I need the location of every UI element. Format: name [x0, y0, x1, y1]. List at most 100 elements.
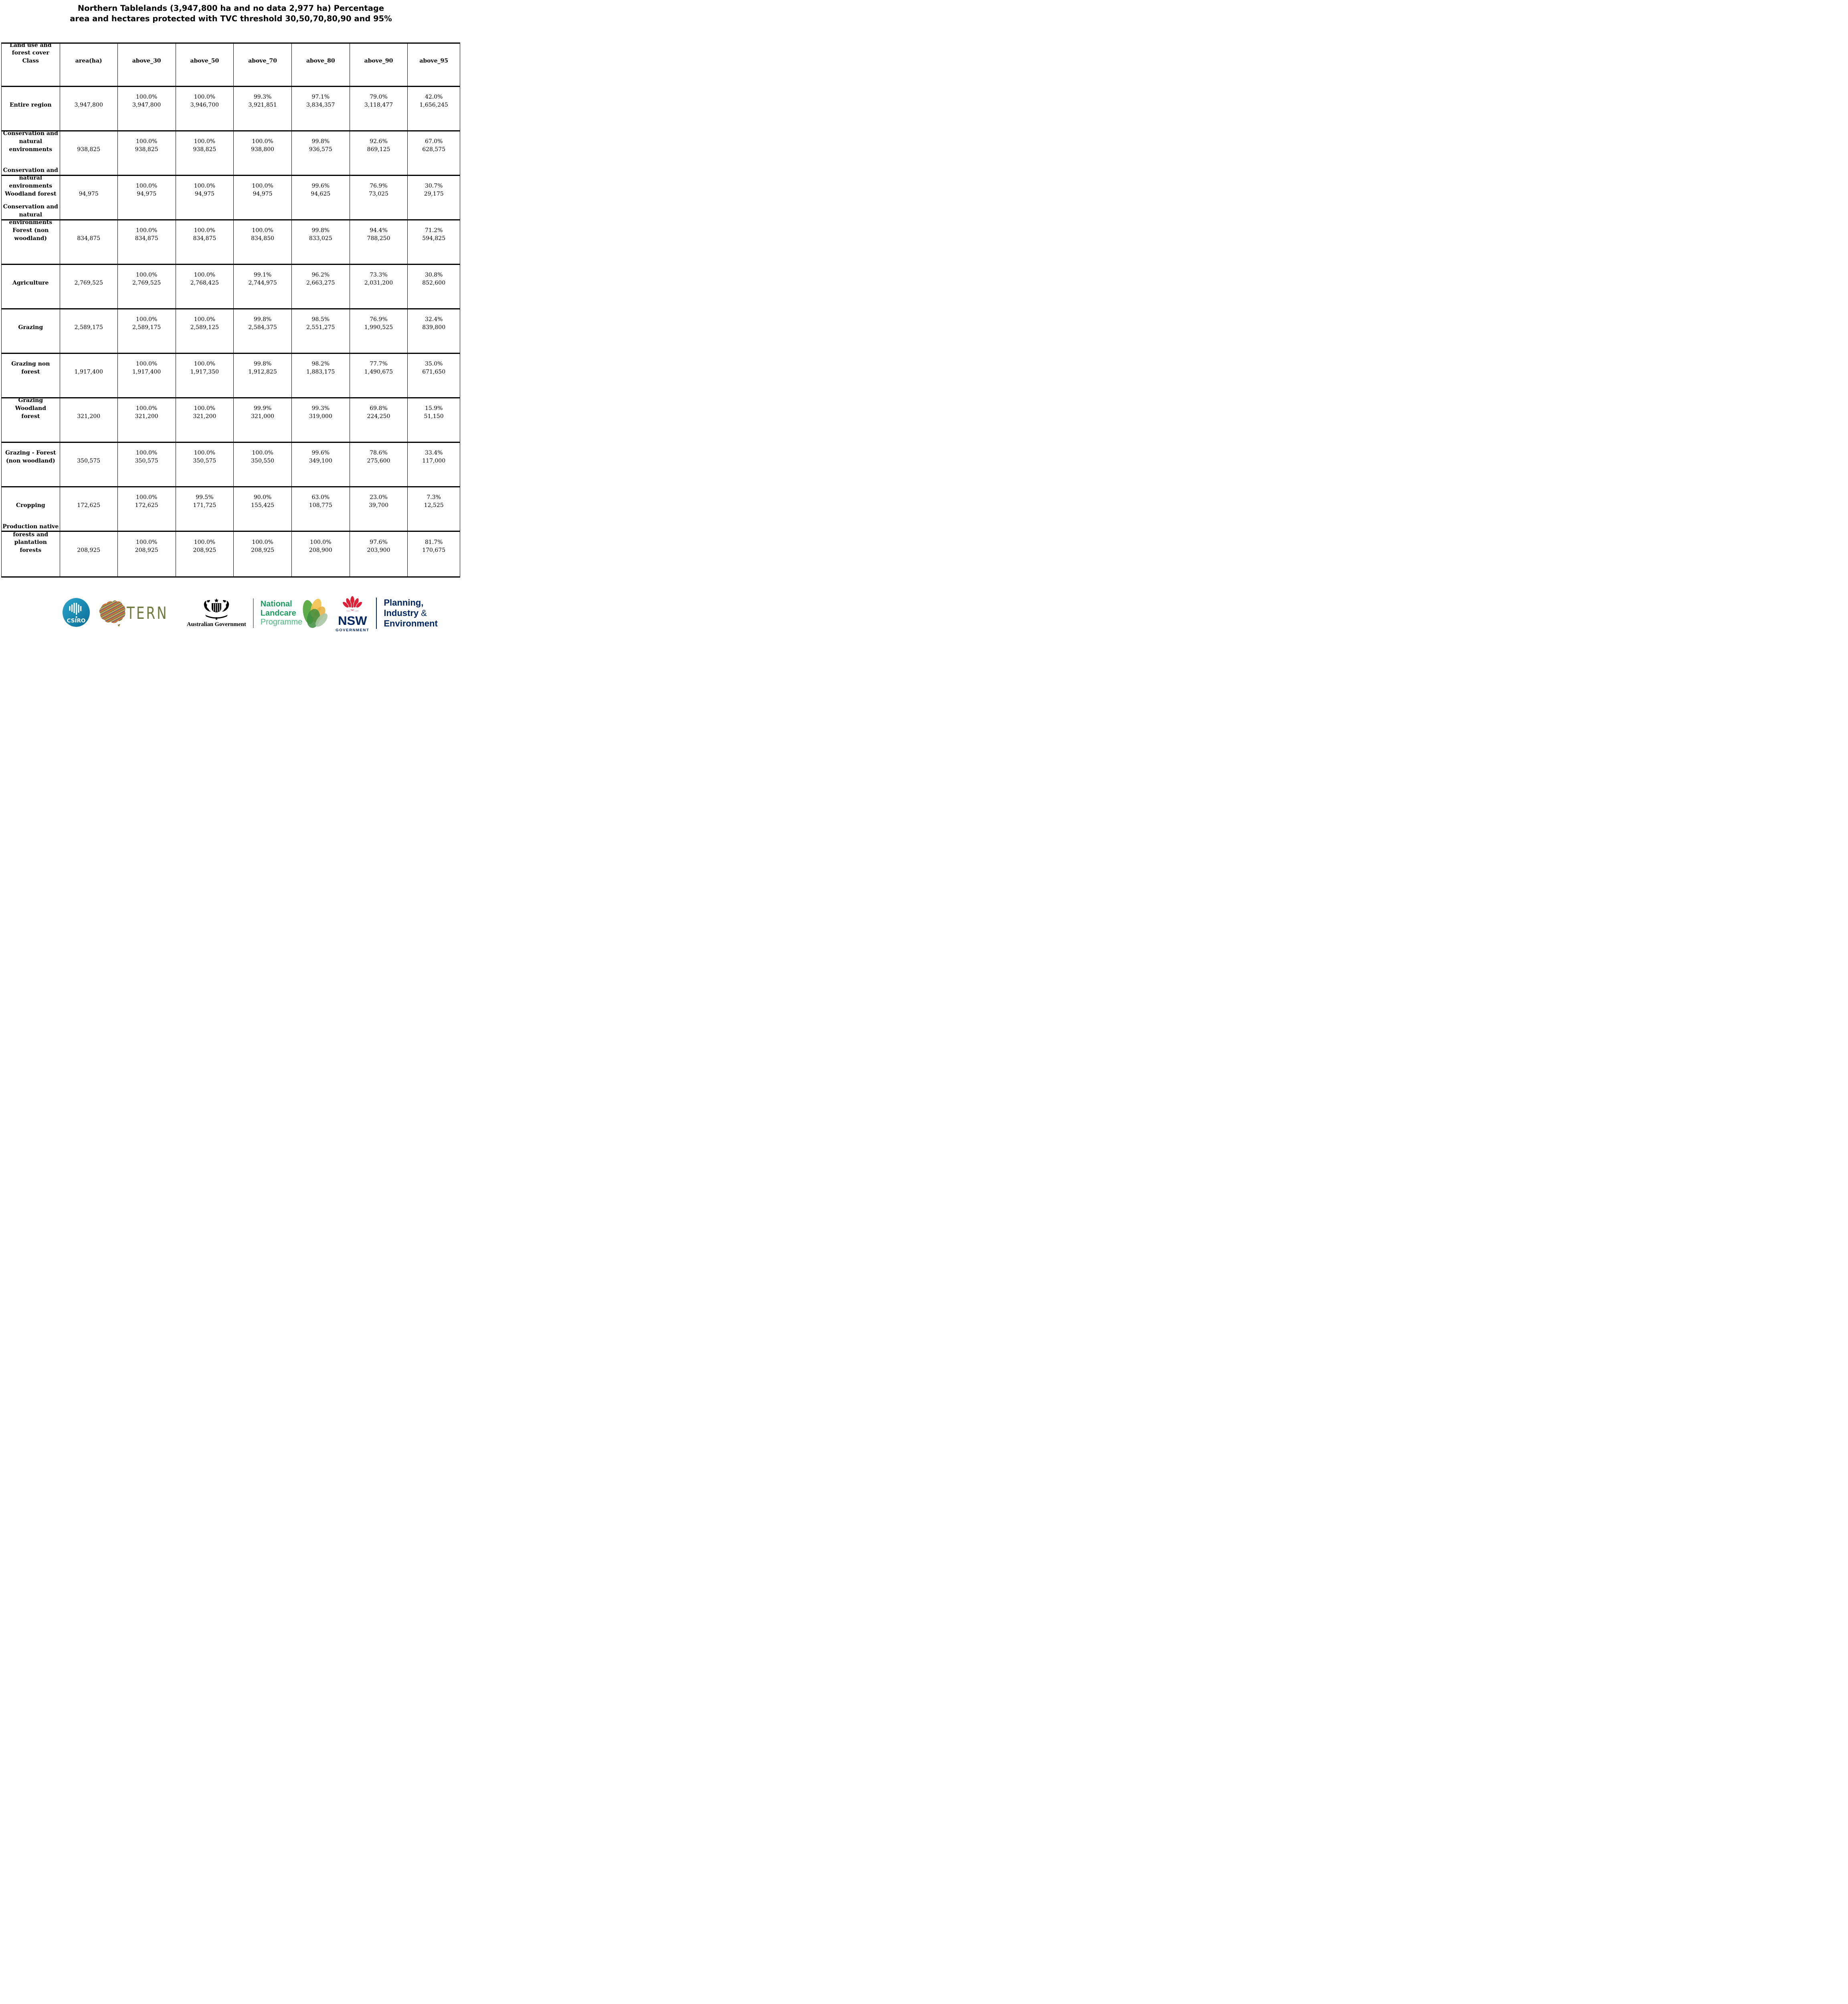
row-ha-value: 3,921,851 [248, 101, 277, 108]
landcare-line2: Landcare [260, 608, 296, 618]
value-cell: 99.8% 1,912,825 [234, 354, 292, 397]
row-ha-value: 2,769,525 [132, 279, 161, 286]
area-cell: 834,875 [60, 220, 118, 264]
row-class-label: Entire region [9, 101, 52, 108]
value-cell: 99.6% 94,625 [292, 176, 350, 219]
row-area-value: 350,575 [77, 457, 101, 464]
value-cell: 92.6% 869,125 [350, 131, 408, 175]
value-cell: 99.3% 319,000 [292, 398, 350, 442]
value-cell: 100.0% 2,589,175 [118, 309, 176, 353]
row-ha-value: 1,883,175 [306, 368, 335, 375]
dept-planning-industry-environment: Planning, Industry & Environment [384, 598, 437, 628]
value-cell: 100.0% 834,850 [234, 220, 292, 264]
value-cell: 79.0% 3,118,477 [350, 87, 408, 130]
value-cell: 35.0% 671,650 [408, 354, 460, 397]
row-ha-value: 12,525 [424, 502, 444, 509]
value-cell: 15.9% 51,150 [408, 398, 460, 442]
row-ha-value: 117,000 [422, 457, 446, 464]
row-pct-value: 97.6% [370, 539, 388, 546]
column-header-cell: above_80 [292, 44, 350, 86]
row-pct-value: 100.0% [194, 539, 216, 546]
row-pct-value: 79.0% [370, 93, 388, 100]
row-ha-value: 594,825 [422, 235, 446, 242]
value-cell: 97.6% 203,900 [350, 532, 408, 576]
value-cell: 23.0% 39,700 [350, 487, 408, 531]
class-cell: Grazing - Forest (non woodland) [2, 443, 60, 486]
column-header-label: Land use and forest cover Class [9, 42, 52, 64]
row-ha-value: 3,118,477 [364, 101, 393, 108]
column-header-label: above_90 [364, 57, 393, 64]
column-header-cell: area(ha) [60, 44, 118, 86]
page-title-line2: area and hectares protected with TVC thr… [70, 14, 392, 23]
value-cell: 100.0% 1,917,400 [118, 354, 176, 397]
row-pct-value: 100.0% [252, 138, 273, 145]
value-cell: 100.0% 3,947,800 [118, 87, 176, 130]
row-area-value: 2,589,175 [74, 324, 103, 331]
footer-logos: CSIRO TERN [0, 594, 462, 632]
row-pct-value: 69.8% [370, 405, 388, 412]
row-ha-value: 869,125 [367, 146, 390, 153]
column-header-label: above_50 [190, 57, 219, 64]
row-pct-value: 78.6% [370, 449, 388, 456]
australian-government-logo: Australian Government [187, 598, 246, 628]
row-ha-value: 1,912,825 [248, 368, 277, 375]
row-ha-value: 350,575 [135, 457, 158, 464]
tern-australia-map-icon [99, 600, 125, 627]
row-area-value: 321,200 [77, 413, 101, 420]
row-ha-value: 172,625 [135, 502, 158, 509]
table-row: Cropping 172,625 100.0% 172,625 99.5% 171,… [2, 487, 460, 532]
row-pct-value: 94.4% [370, 227, 388, 234]
value-cell: 76.9% 73,025 [350, 176, 408, 219]
value-cell: 100.0% 94,975 [234, 176, 292, 219]
row-ha-value: 170,675 [422, 547, 446, 554]
row-ha-value: 321,000 [251, 413, 275, 420]
row-pct-value: 100.0% [194, 316, 216, 323]
row-ha-value: 2,744,975 [248, 279, 277, 286]
value-cell: 100.0% 172,625 [118, 487, 176, 531]
row-pct-value: 67.0% [425, 138, 443, 145]
row-area-value: 208,925 [77, 547, 101, 554]
row-ha-value: 39,700 [369, 502, 388, 509]
class-cell: Cropping [2, 487, 60, 531]
row-pct-value: 100.0% [194, 405, 216, 412]
row-pct-value: 23.0% [370, 494, 388, 501]
row-ha-value: 1,917,400 [132, 368, 161, 375]
row-ha-value: 834,875 [193, 235, 216, 242]
landcare-leaves-icon [303, 598, 328, 628]
row-ha-value: 1,917,350 [190, 368, 219, 375]
column-header-label: area(ha) [75, 57, 102, 64]
row-pct-value: 32.4% [425, 316, 443, 323]
value-cell: 99.6% 349,100 [292, 443, 350, 486]
row-ha-value: 94,975 [194, 190, 214, 197]
table-row: Entire region 3,947,800 100.0% 3,947,800 … [2, 87, 460, 131]
column-header-cell: above_95 [408, 44, 460, 86]
row-pct-value: 99.1% [253, 271, 272, 278]
row-ha-value: 2,663,275 [306, 279, 335, 286]
area-cell: 1,917,400 [60, 354, 118, 397]
area-cell: 2,589,175 [60, 309, 118, 353]
row-ha-value: 3,946,700 [190, 101, 219, 108]
row-pct-value: 99.8% [253, 316, 272, 323]
value-cell: 100.0% 3,946,700 [176, 87, 234, 130]
row-pct-value: 100.0% [136, 539, 158, 546]
value-cell: 76.9% 1,990,525 [350, 309, 408, 353]
row-pct-value: 99.6% [311, 182, 330, 189]
area-cell: 94,975 [60, 176, 118, 219]
value-cell: 98.2% 1,883,175 [292, 354, 350, 397]
value-cell: 100.0% 208,900 [292, 532, 350, 576]
row-class-label: Grazing - Forest (non woodland) [5, 449, 56, 464]
value-cell: 71.2% 594,825 [408, 220, 460, 264]
dept-line3: Environment [384, 618, 438, 628]
row-pct-value: 100.0% [194, 227, 216, 234]
row-ha-value: 319,000 [309, 413, 332, 420]
row-class-label: Conservation and natural environments [3, 130, 58, 153]
row-pct-value: 100.0% [252, 227, 273, 234]
row-ha-value: 2,584,375 [248, 324, 277, 331]
row-pct-value: 30.8% [425, 271, 443, 278]
value-cell: 100.0% 938,800 [234, 131, 292, 175]
waratah-icon [342, 596, 363, 612]
table-row: Grazing 2,589,175 100.0% 2,589,175 100.0%… [2, 309, 460, 354]
row-ha-value: 51,150 [424, 413, 444, 420]
row-pct-value: 96.2% [311, 271, 330, 278]
row-pct-value: 100.0% [194, 271, 216, 278]
